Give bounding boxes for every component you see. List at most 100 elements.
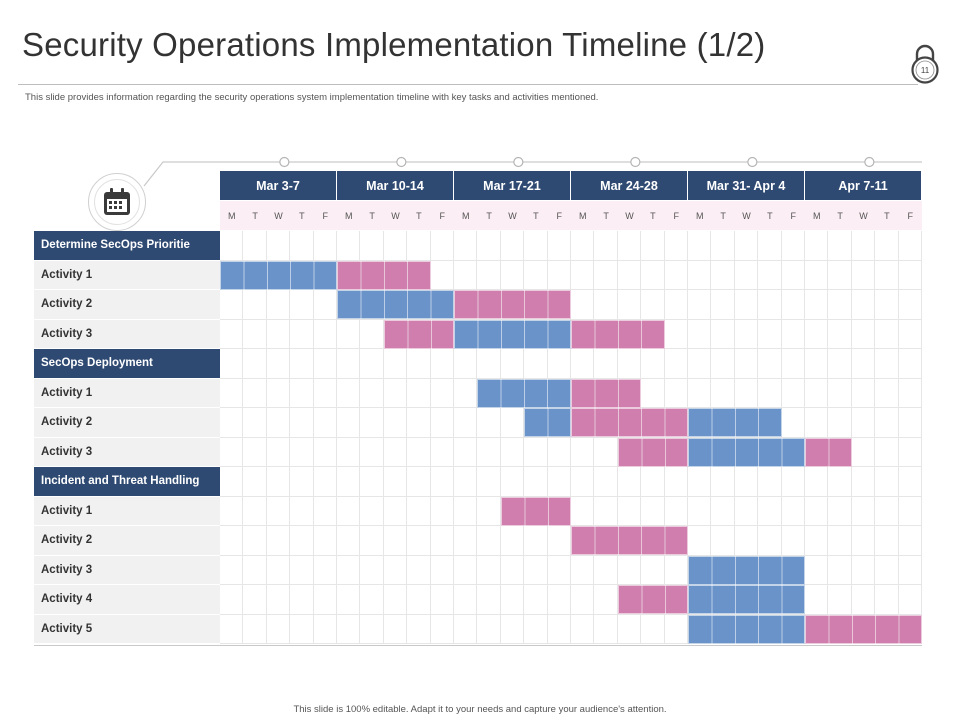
grid-cell <box>477 349 501 379</box>
week-header: Mar 17-21 <box>454 171 571 200</box>
grid-cell <box>664 496 688 526</box>
grid-cell <box>266 437 291 467</box>
grid-cell <box>781 349 805 379</box>
grid-cell <box>220 467 244 497</box>
task-bar-pink <box>617 437 688 467</box>
grid-cell <box>758 319 782 349</box>
grid-cell <box>875 437 899 467</box>
week-marker-dot <box>747 156 758 168</box>
grid-cell <box>243 526 267 556</box>
grid-cell <box>313 467 337 497</box>
day-header: W <box>266 201 291 230</box>
grid-cell <box>313 614 337 644</box>
grid-cell <box>313 290 337 320</box>
grid-cell <box>243 349 267 379</box>
grid-cell <box>407 349 431 379</box>
grid-cell <box>337 496 361 526</box>
day-header: T <box>594 201 618 230</box>
grid-cell <box>781 290 805 320</box>
task-bar-pink <box>571 319 665 349</box>
grid-cell <box>383 585 408 615</box>
grid-cell <box>875 378 899 408</box>
task-bar-blue <box>688 555 805 585</box>
grid-cell <box>805 555 829 585</box>
grid-cell <box>758 231 782 261</box>
grid-cell <box>313 585 337 615</box>
gantt-bottom-rule <box>34 645 922 646</box>
grid-cell <box>430 614 454 644</box>
calendar-icon <box>104 188 130 215</box>
grid-cell <box>875 231 899 261</box>
grid-cell <box>617 290 642 320</box>
grid-cell <box>711 231 735 261</box>
grid-cell <box>524 231 548 261</box>
grid-cell <box>360 437 384 467</box>
grid-cell <box>875 408 899 438</box>
grid-cell <box>220 437 244 467</box>
grid-cell <box>290 467 314 497</box>
task-bar-blue <box>688 437 805 467</box>
day-header: W <box>851 201 876 230</box>
grid-cell <box>383 467 408 497</box>
grid-cell <box>734 260 759 290</box>
grid-cell <box>524 437 548 467</box>
week-marker-dot <box>864 156 875 168</box>
grid-cell <box>898 555 922 585</box>
grid-cell <box>383 408 408 438</box>
grid-cell <box>805 585 829 615</box>
grid-cell <box>828 319 852 349</box>
grid-cell <box>313 231 337 261</box>
grid-cell <box>337 585 361 615</box>
grid-cell <box>500 231 525 261</box>
grid-cell <box>430 378 454 408</box>
day-header: W <box>383 201 408 230</box>
grid-cell <box>290 290 314 320</box>
grid-cell <box>524 260 548 290</box>
grid-cell <box>851 290 876 320</box>
grid-cell <box>430 496 454 526</box>
grid-cell <box>898 526 922 556</box>
grid-cell <box>500 467 525 497</box>
week-marker-dot <box>630 156 641 168</box>
grid-cell <box>547 231 571 261</box>
grid-cell <box>828 290 852 320</box>
grid-cell <box>477 467 501 497</box>
grid-cell <box>266 319 291 349</box>
grid-cell <box>711 349 735 379</box>
grid-cell <box>383 526 408 556</box>
grid-cell <box>220 496 244 526</box>
grid-cell <box>851 496 876 526</box>
grid-cell <box>758 526 782 556</box>
grid-cell <box>758 290 782 320</box>
grid-cell <box>851 378 876 408</box>
grid-cell <box>641 614 665 644</box>
grid-cell <box>524 349 548 379</box>
grid-cell <box>337 408 361 438</box>
grid-cell <box>266 526 291 556</box>
grid-cell <box>266 614 291 644</box>
grid-cell <box>711 526 735 556</box>
grid-cell <box>664 349 688 379</box>
grid-cell <box>805 260 829 290</box>
grid-cell <box>313 319 337 349</box>
grid-cell <box>898 260 922 290</box>
week-header: Mar 31- Apr 4 <box>688 171 805 200</box>
grid-cell <box>851 319 876 349</box>
day-header: T <box>828 201 852 230</box>
grid-cell <box>430 231 454 261</box>
task-bar-blue <box>524 408 571 437</box>
padlock-icon: 11 <box>911 44 939 84</box>
grid-cell <box>454 437 478 467</box>
grid-cell <box>571 231 595 261</box>
grid-cell <box>220 408 244 438</box>
task-bar-pink <box>805 614 922 644</box>
grid-cell <box>828 260 852 290</box>
day-header: T <box>758 201 782 230</box>
grid-cell <box>383 555 408 585</box>
grid-cell <box>688 260 712 290</box>
grid-cell <box>243 585 267 615</box>
grid-cell <box>243 496 267 526</box>
grid-cell <box>571 349 595 379</box>
grid-cell <box>805 319 829 349</box>
grid-cell <box>571 467 595 497</box>
